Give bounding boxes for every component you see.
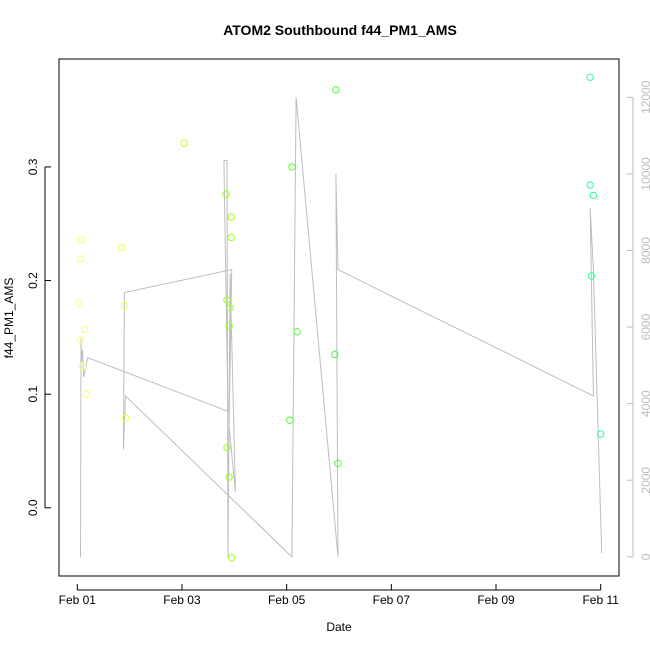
data-point: [118, 243, 126, 252]
x-axis: Feb 01 Feb 03 Feb 05 Feb 07 Feb 09 Feb 11: [59, 584, 619, 607]
x-tick-label: Feb 05: [268, 593, 306, 607]
data-point: [223, 443, 231, 452]
y-axis-label: f44_PM1_AMS: [2, 278, 16, 359]
data-point: [589, 191, 598, 200]
y-tick-label: 0.0: [26, 499, 40, 516]
data-point: [83, 390, 91, 398]
data-point: [120, 301, 129, 310]
data-point: [228, 554, 236, 562]
secondary-series-line: [80, 97, 603, 559]
data-point: [586, 181, 594, 189]
y2-tick-label: 8000: [639, 237, 650, 264]
x-tick-label: Feb 07: [373, 593, 411, 607]
data-point: [222, 190, 230, 198]
data-point: [332, 86, 340, 94]
data-point: [80, 325, 89, 334]
secondary-line-layer: [80, 97, 603, 559]
data-point: [180, 139, 188, 147]
y-axis: 0.0 0.1 0.2 0.3: [26, 158, 51, 516]
y2-tick-label: 12000: [639, 80, 650, 114]
y2-tick-label: 0: [639, 553, 650, 560]
y-tick-label: 0.1: [26, 386, 40, 403]
data-point: [76, 255, 85, 263]
data-point: [597, 430, 605, 438]
data-point: [586, 73, 594, 81]
data-point: [334, 459, 342, 468]
data-point: [223, 296, 231, 304]
y-tick-label: 0.3: [26, 158, 40, 175]
y2-tick-label: 2000: [639, 467, 650, 494]
y2-axis-right: 0 2000 4000 6000 8000 10000 12000: [627, 80, 650, 560]
data-point: [331, 350, 339, 359]
data-point: [226, 304, 234, 312]
plot-frame: [58, 58, 620, 577]
data-point: [78, 363, 87, 371]
data-point: [74, 299, 83, 307]
y2-tick-label: 4000: [639, 390, 650, 417]
x-axis-label: Date: [326, 620, 352, 634]
data-point: [288, 163, 296, 171]
data-point: [293, 328, 301, 336]
chart-title: ATOM2 Southbound f44_PM1_AMS: [223, 22, 457, 38]
data-point: [227, 233, 235, 242]
y2-tick-label: 6000: [639, 313, 650, 340]
x-tick-label: Feb 01: [59, 593, 97, 607]
data-point: [587, 272, 595, 280]
x-tick-label: Feb 09: [477, 593, 515, 607]
data-point: [286, 416, 294, 424]
x-tick-label: Feb 03: [163, 593, 201, 607]
data-point: [227, 213, 235, 221]
data-point: [225, 322, 233, 330]
data-point: [225, 473, 233, 481]
y-tick-label: 0.2: [26, 272, 40, 289]
y2-tick-label: 10000: [639, 157, 650, 191]
x-tick-label: Feb 11: [582, 593, 619, 607]
points-layer: [74, 73, 605, 562]
data-point: [76, 336, 85, 344]
data-point: [77, 236, 86, 244]
data-point: [121, 414, 130, 422]
